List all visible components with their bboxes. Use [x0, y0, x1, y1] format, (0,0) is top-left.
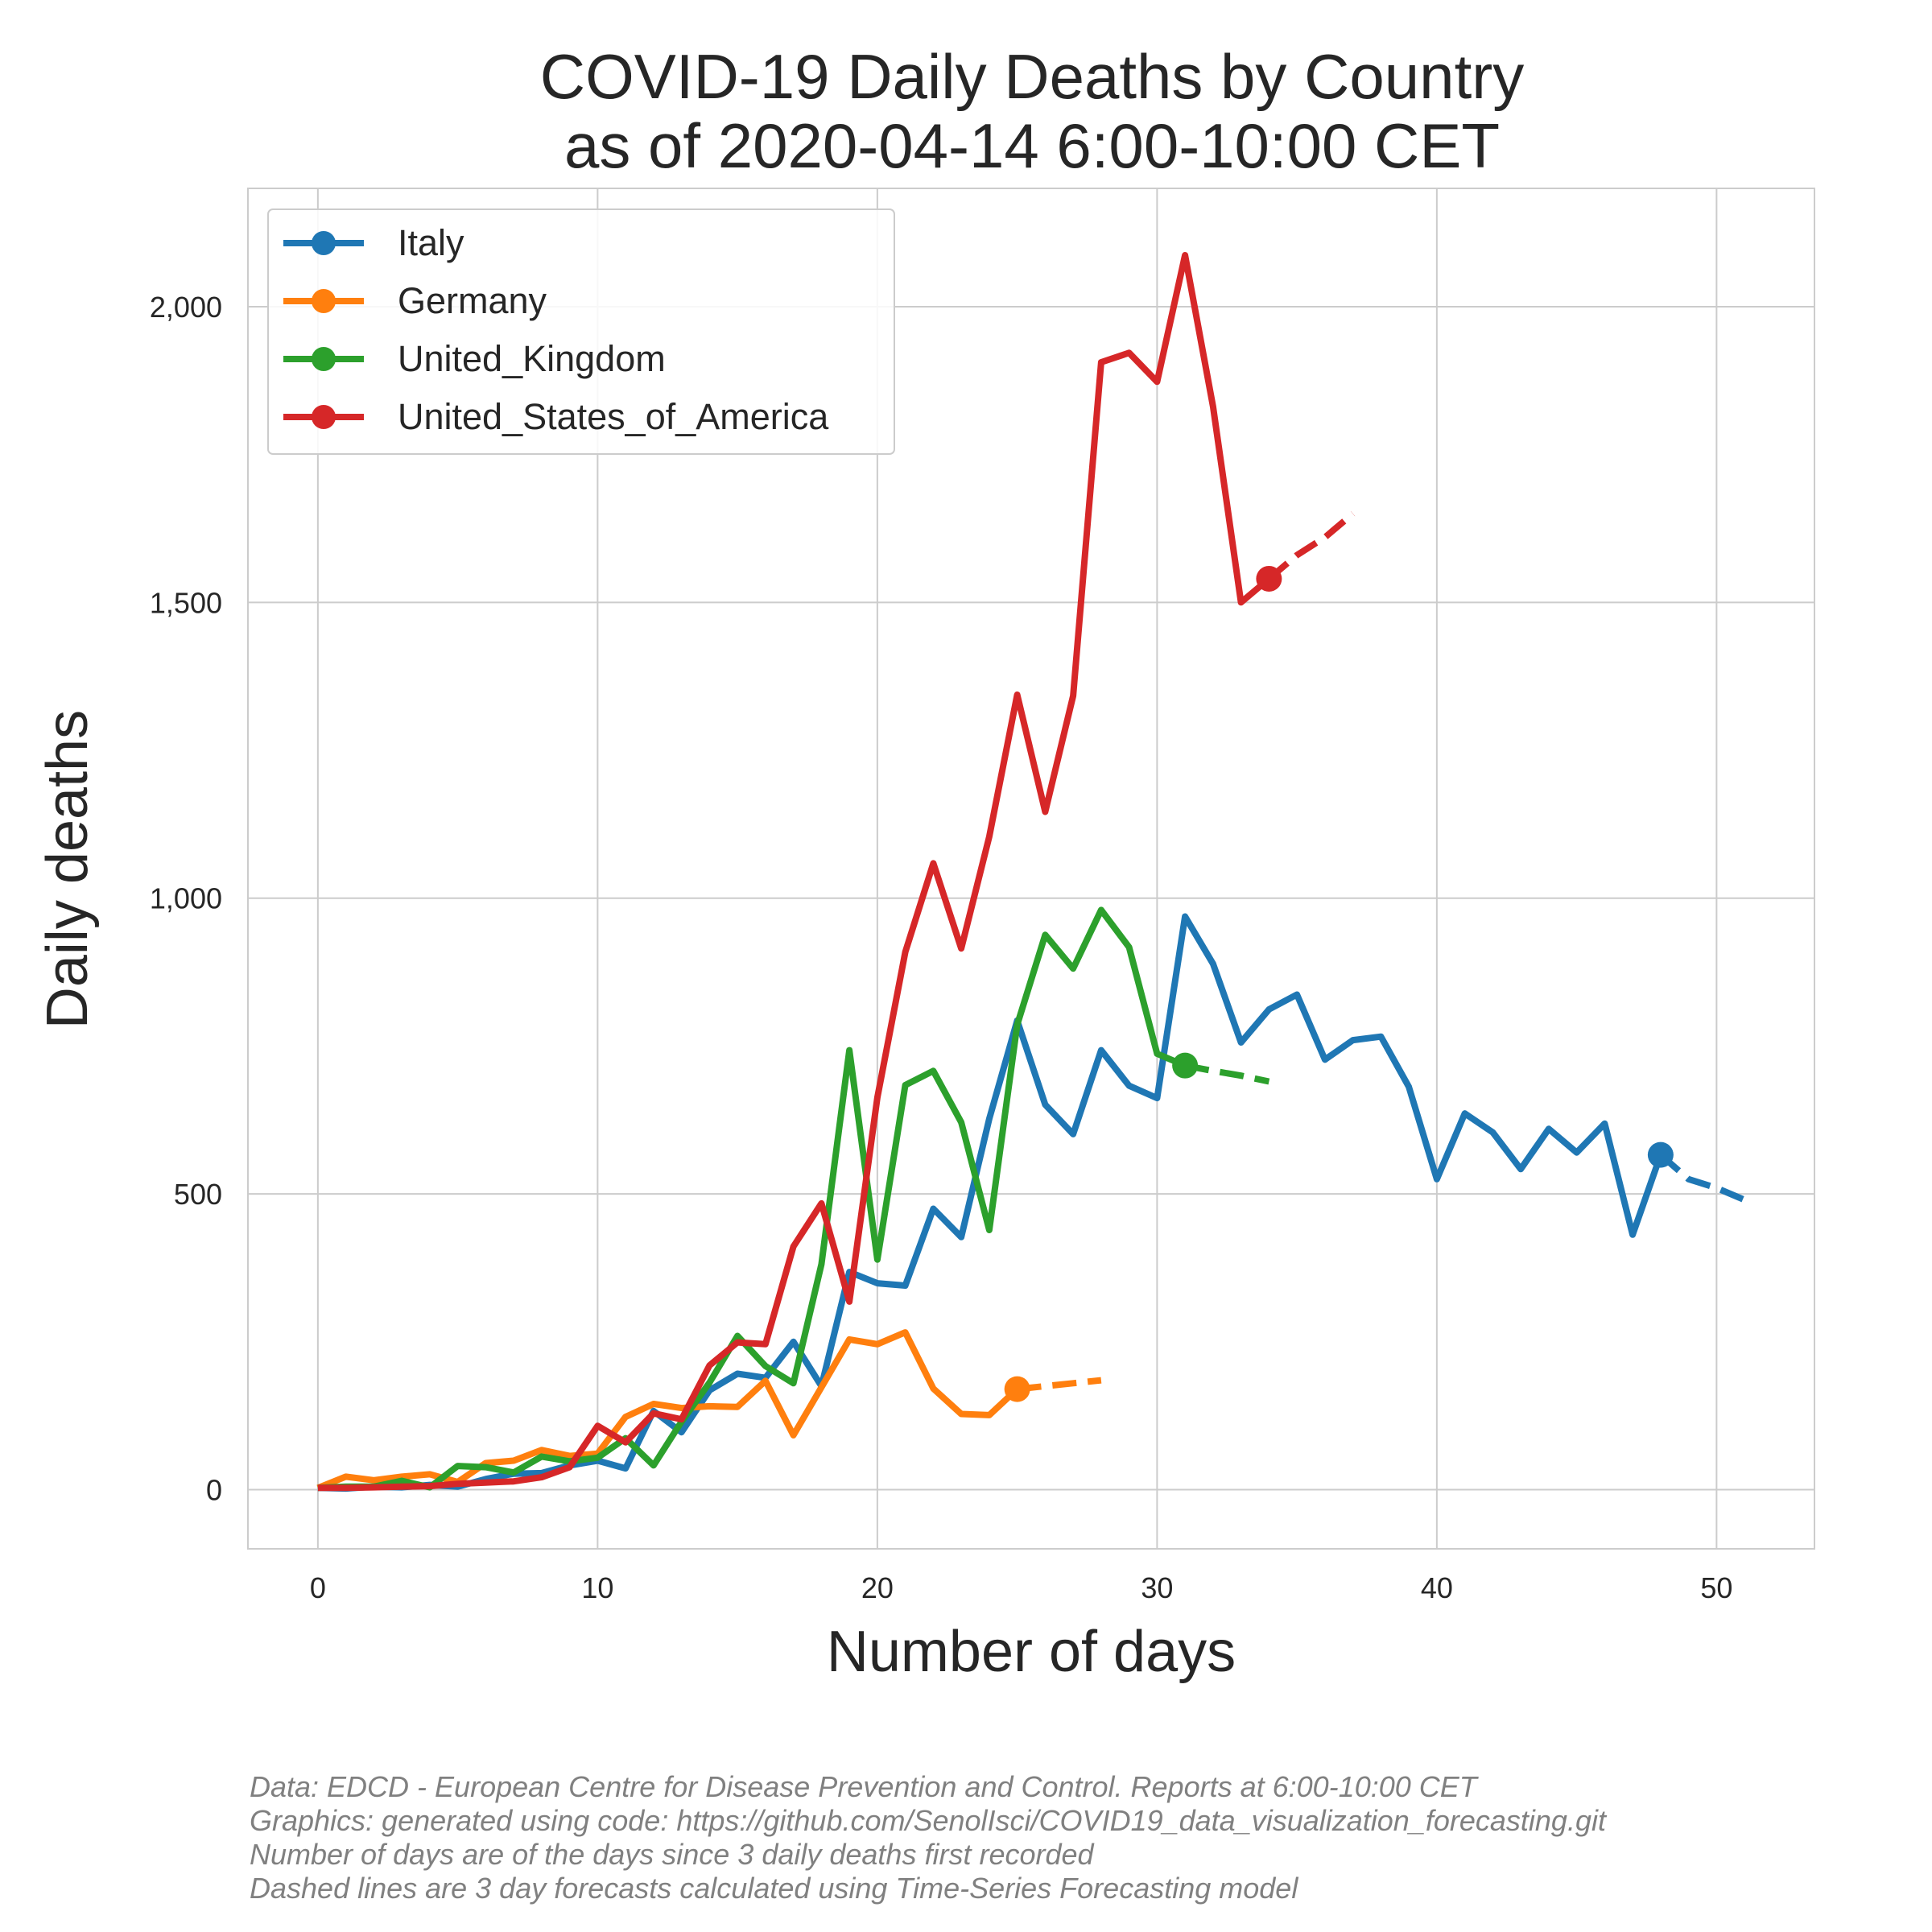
x-tick-label: 30 — [1141, 1571, 1173, 1604]
chart-title: COVID-19 Daily Deaths by Country — [540, 41, 1524, 112]
x-axis-label: Number of days — [827, 1620, 1236, 1684]
y-tick-label: 0 — [206, 1474, 222, 1507]
x-tick-label: 10 — [581, 1571, 613, 1604]
forecast-line-united-kingdom — [1184, 1062, 1270, 1085]
x-tick-label: 0 — [310, 1571, 326, 1604]
y-ticks: 0 500 1,000 1,500 2,000 — [150, 291, 222, 1507]
legend-marker-united-states-of-america — [312, 405, 336, 429]
plot-frame — [247, 188, 1815, 1550]
series-layer — [316, 252, 1746, 1492]
last-point-marker-italy — [1647, 1141, 1674, 1168]
footnote-line: Data: EDCD - European Centre for Disease… — [250, 1770, 1480, 1803]
legend-label-italy: Italy — [398, 222, 464, 263]
x-tick-label: 40 — [1421, 1571, 1453, 1604]
y-axis-label: Daily deaths — [35, 710, 100, 1029]
y-tick-label: 1,500 — [150, 586, 222, 619]
legend-marker-united-kingdom — [312, 347, 336, 371]
forecast-line-italy — [1658, 1152, 1746, 1203]
footnote-line: Graphics: generated using code: https://… — [250, 1804, 1608, 1837]
y-tick-label: 2,000 — [150, 291, 222, 324]
legend-marker-germany — [312, 289, 336, 313]
footnotes: Data: EDCD - European Centre for Disease… — [250, 1770, 1608, 1905]
x-tick-label: 20 — [861, 1571, 894, 1604]
legend-label-united-kingdom: United_Kingdom — [398, 338, 666, 379]
last-point-marker-united-states-of-america — [1256, 565, 1282, 592]
series-line-germany — [316, 1329, 1020, 1492]
x-tick-label: 50 — [1700, 1571, 1732, 1604]
series-line-united-kingdom — [317, 906, 1187, 1492]
legend-box — [267, 208, 895, 455]
x-ticks: 0 10 20 30 40 50 — [310, 1571, 1733, 1604]
series-line-italy — [317, 913, 1664, 1492]
footnote-line: Dashed lines are 3 day forecasts calcula… — [250, 1872, 1298, 1905]
legend-label-united-states-of-america: United_States_of_America — [398, 396, 829, 437]
legend-marker-italy — [312, 231, 336, 255]
legend-label-germany: Germany — [398, 280, 547, 321]
last-point-marker-germany — [1004, 1376, 1030, 1402]
y-tick-label: 500 — [174, 1178, 222, 1211]
series-line-united-states-of-america — [317, 252, 1271, 1492]
legend: Italy Germany United_Kingdom United_States_… — [267, 208, 895, 455]
chart-subtitle: as of 2020-04-14 6:00-10:00 CET — [564, 110, 1500, 181]
footnote-line: Number of days are of the days since 3 d… — [250, 1838, 1095, 1871]
y-tick-label: 1,000 — [150, 882, 222, 915]
forecast-line-germany — [1017, 1377, 1102, 1393]
forecast-line-united-states-of-america — [1266, 511, 1356, 582]
last-point-marker-united-kingdom — [1172, 1052, 1199, 1079]
